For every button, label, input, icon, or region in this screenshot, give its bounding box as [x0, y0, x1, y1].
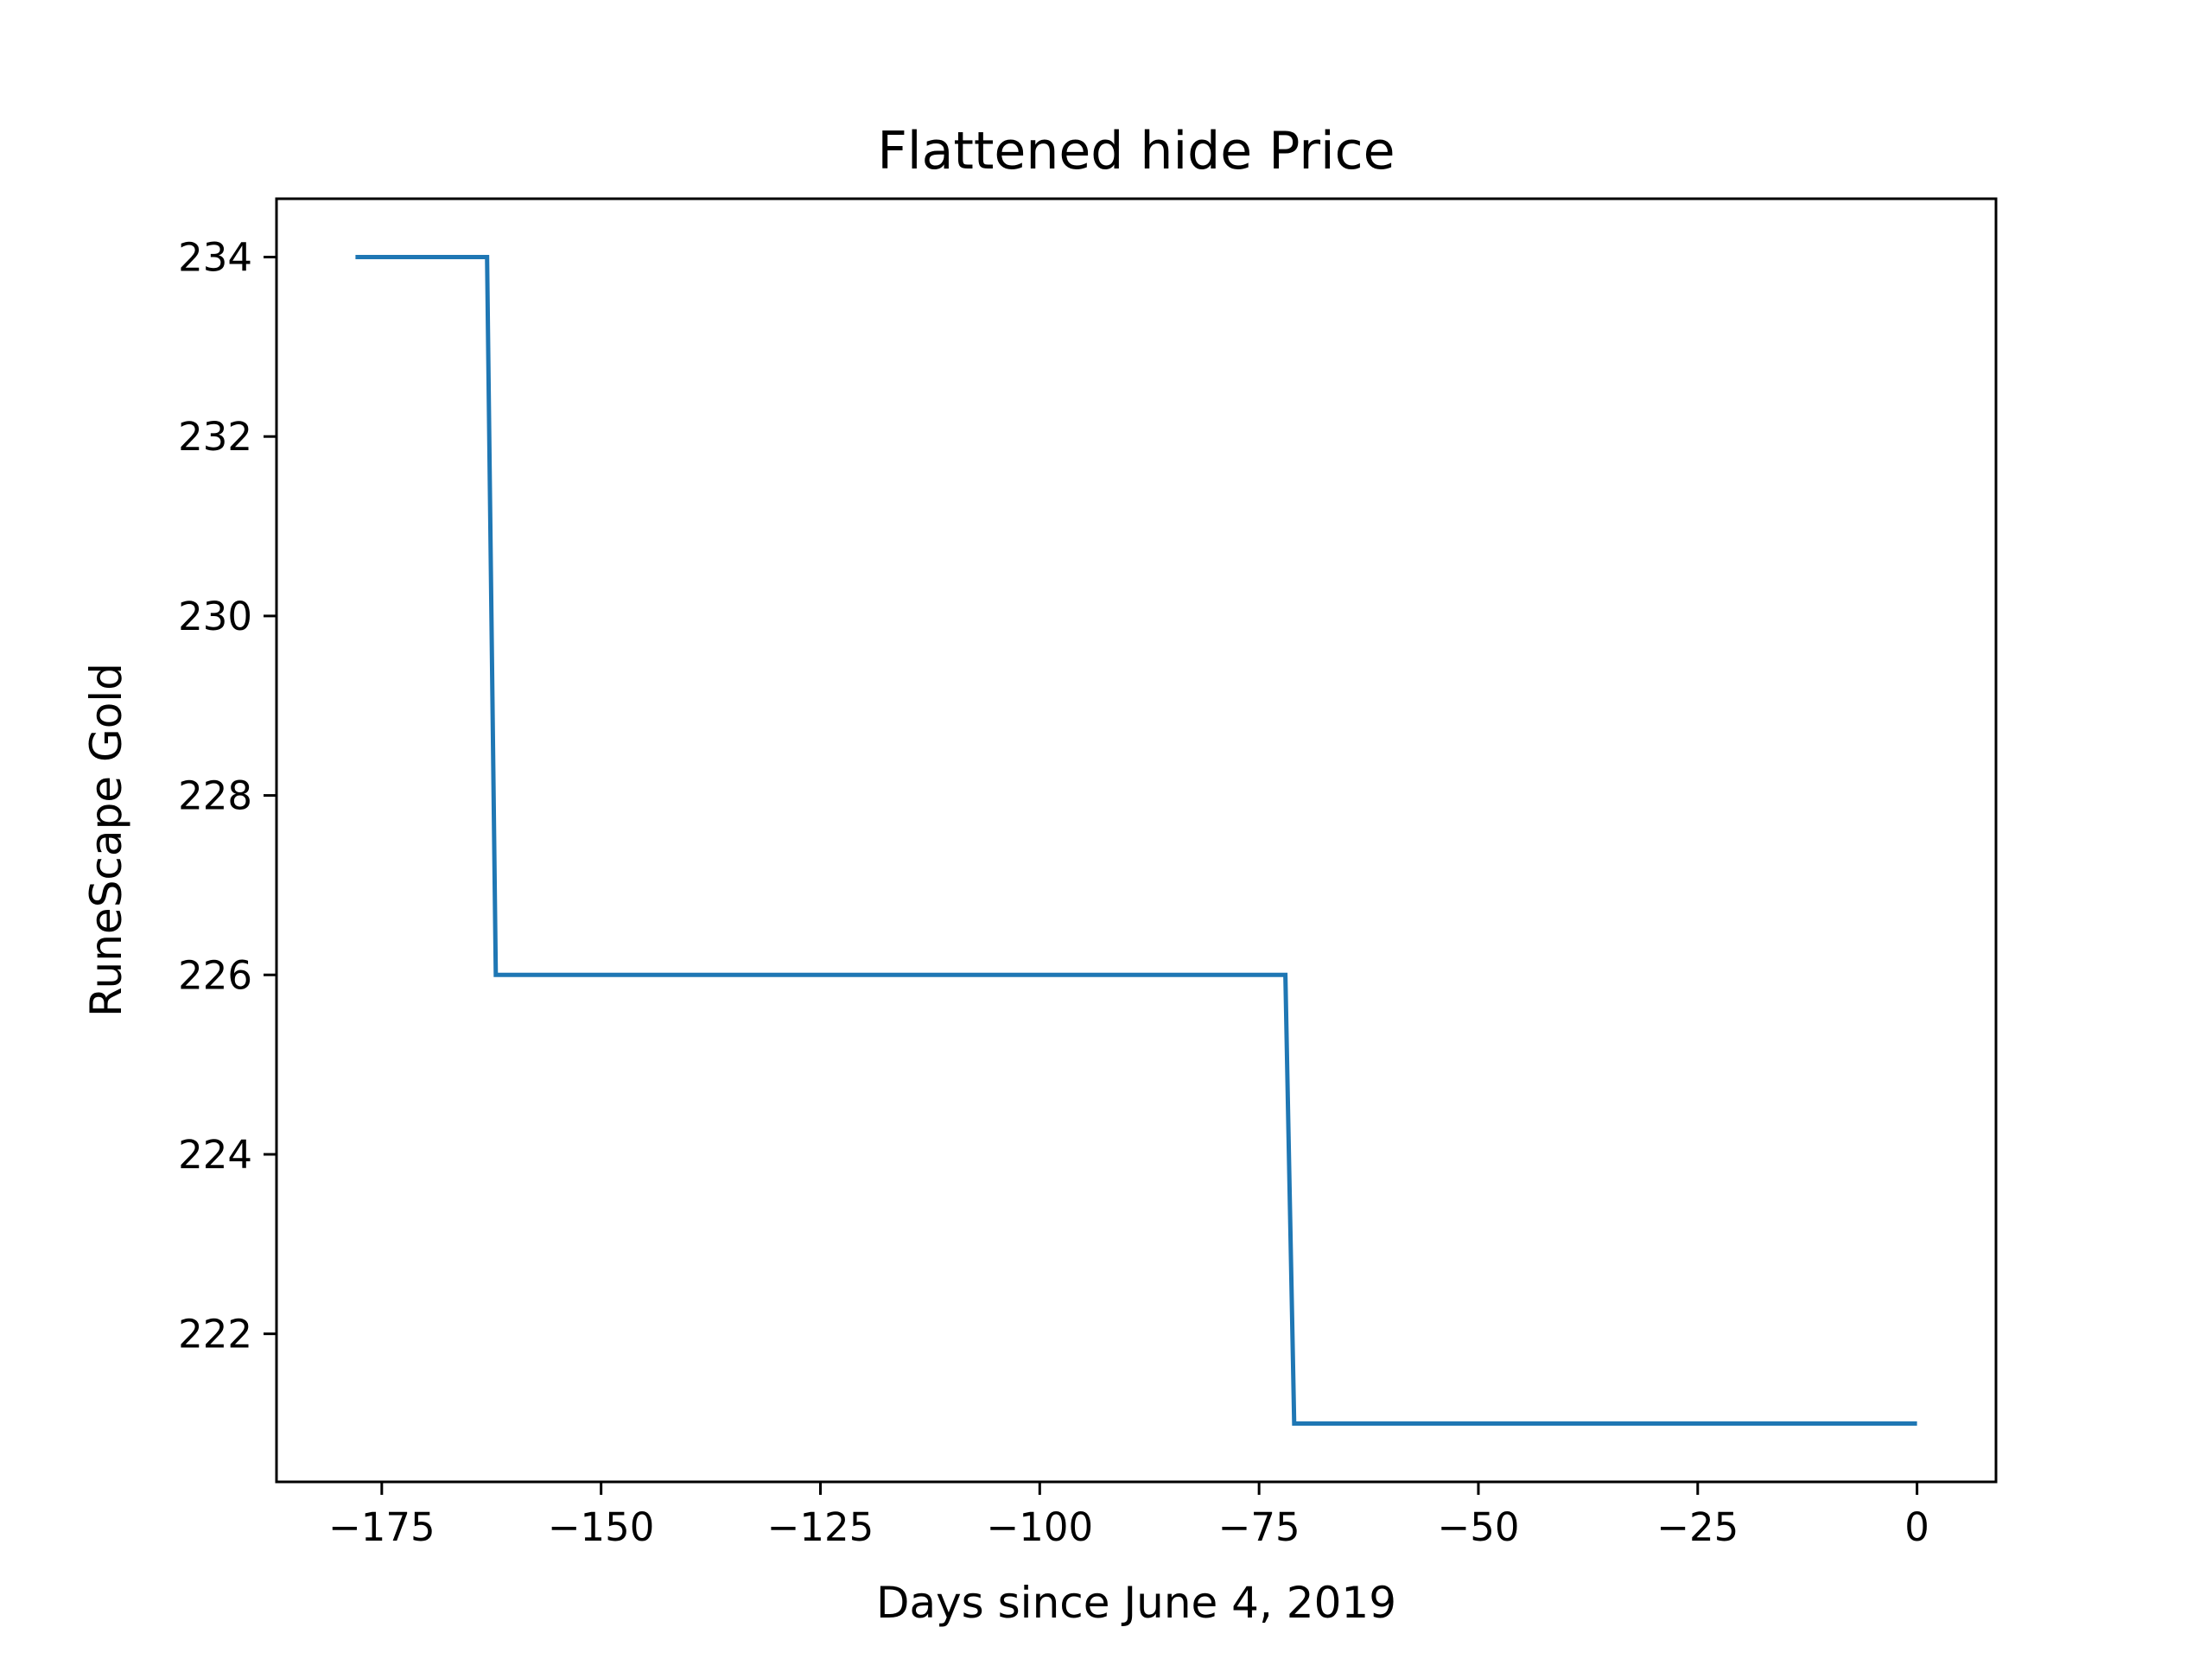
y-tick-label: 226 — [178, 952, 252, 998]
x-tick-label: −125 — [767, 1504, 874, 1550]
x-axis-label: Days since June 4, 2019 — [876, 1578, 1396, 1628]
y-tick-label: 230 — [178, 594, 252, 639]
x-tick-label: −25 — [1656, 1504, 1738, 1550]
x-tick-label: −175 — [328, 1504, 435, 1550]
x-tick-label: −150 — [548, 1504, 655, 1550]
y-tick-label: 228 — [178, 773, 252, 819]
x-axis: −175 −150 −125 −100 −75 −50 −25 0 — [328, 1482, 1929, 1550]
series-line — [355, 255, 1917, 1426]
y-tick-label: 234 — [178, 235, 252, 281]
y-tick-label: 232 — [178, 414, 252, 460]
x-tick-label: −75 — [1218, 1504, 1300, 1550]
chart-title: Flattened hide Price — [877, 121, 1395, 181]
y-axis-label: RuneScape Gold — [81, 663, 131, 1017]
y-tick-label: 224 — [178, 1132, 252, 1178]
x-tick-label: −100 — [987, 1504, 1094, 1550]
y-axis: 222 224 226 228 230 232 234 — [178, 235, 276, 1357]
x-tick-label: 0 — [1904, 1504, 1929, 1550]
y-tick-label: 222 — [178, 1312, 252, 1357]
x-tick-label: −50 — [1437, 1504, 1519, 1550]
plot-area — [355, 255, 1917, 1426]
plot-frame — [275, 197, 1998, 1484]
